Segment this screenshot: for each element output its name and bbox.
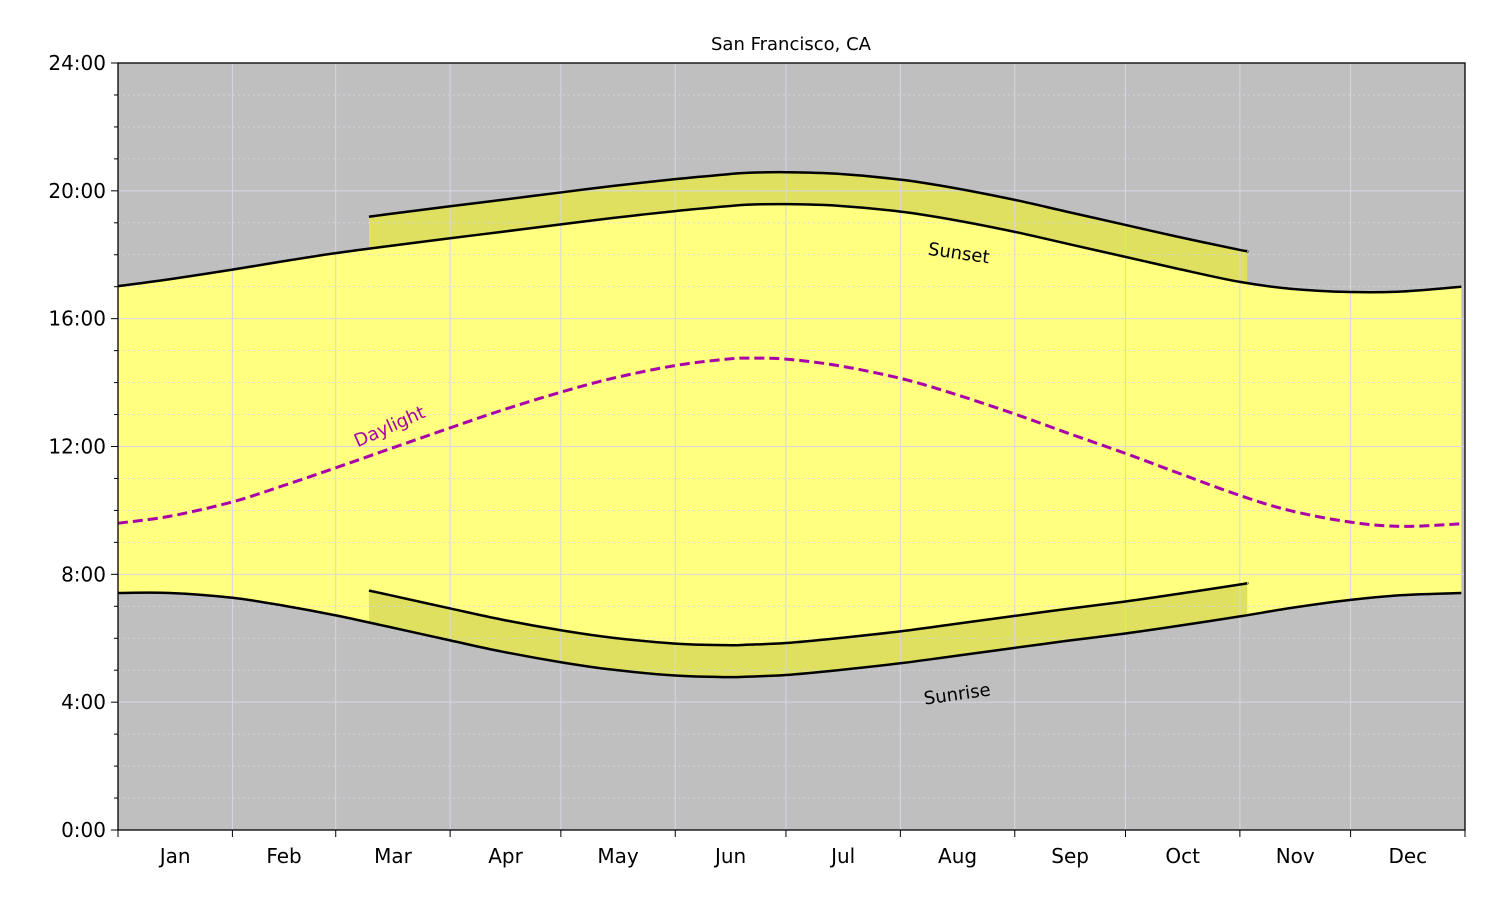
x-tick-label: Jul: [829, 844, 855, 868]
y-tick-label: 20:00: [48, 179, 106, 203]
x-tick-label: Dec: [1388, 844, 1427, 868]
dst-sunrise-band: [368, 583, 1248, 678]
x-tick-label: Jun: [713, 844, 746, 868]
daylight-hours-line: [117, 356, 1462, 528]
x-tick-label: Mar: [374, 844, 413, 868]
y-tick-label: 12:00: [48, 435, 106, 459]
y-tick-label: 16:00: [48, 307, 106, 331]
y-tick-label: 24:00: [48, 51, 106, 75]
y-tick-label: 8:00: [61, 562, 106, 586]
y-tick-label: 4:00: [61, 690, 106, 714]
sunset-line: [117, 202, 1462, 294]
x-tick-label: Jan: [158, 844, 191, 868]
x-tick-label: Oct: [1165, 844, 1200, 868]
plot-area: 0:00 4:00 8:00 12:00 16:00 20:00 24:00 Jan Feb Ma…: [48, 51, 1466, 868]
sunrise-line: [117, 591, 1462, 679]
y-tick-label: 0:00: [61, 818, 106, 842]
dst-sunset-band: [368, 172, 1248, 284]
sunrise-dst-line: [368, 581, 1249, 647]
chart-title: San Francisco, CA: [711, 34, 872, 55]
x-tick-label: Apr: [488, 844, 523, 868]
x-tick-label: Feb: [266, 844, 301, 868]
x-tick-label: Sep: [1051, 844, 1089, 868]
x-tick-label: Aug: [938, 844, 977, 868]
x-tick-label: Nov: [1276, 844, 1315, 868]
x-tick-label: May: [597, 844, 639, 868]
sunset-dst-line: [368, 170, 1249, 253]
